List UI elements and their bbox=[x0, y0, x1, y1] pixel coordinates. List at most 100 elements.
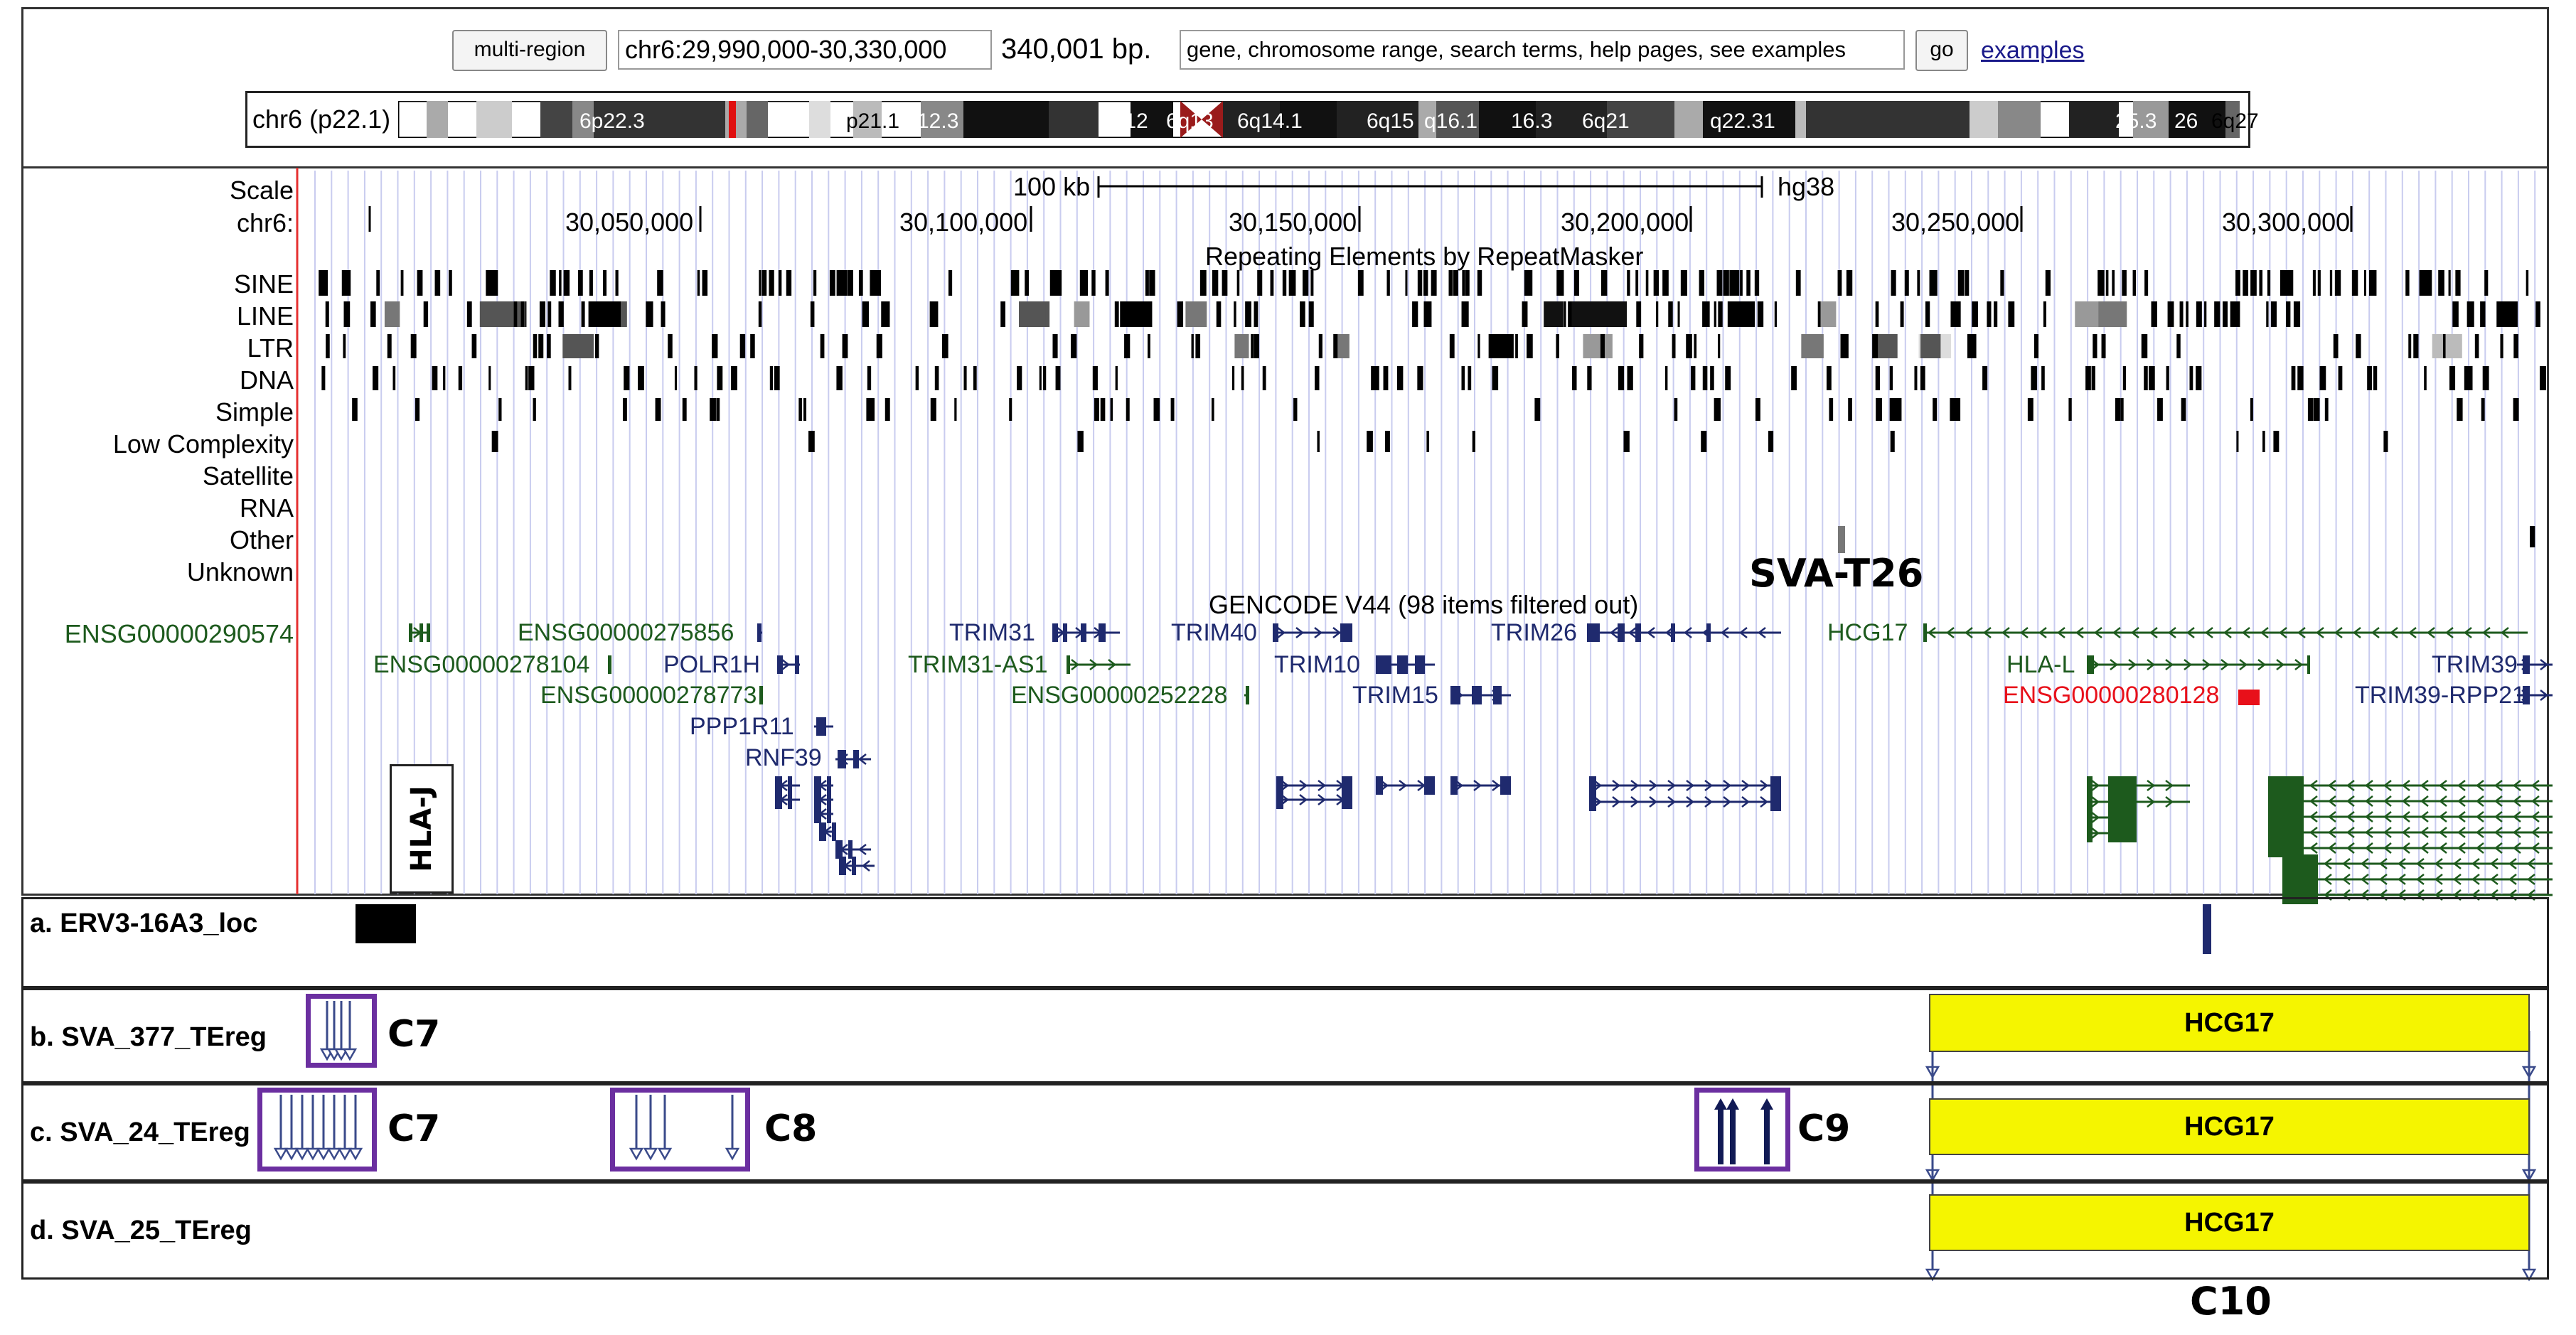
ideogram-bands bbox=[398, 101, 2240, 138]
erv-feature[interactable] bbox=[2203, 904, 2211, 954]
gene-label[interactable]: RNF39 bbox=[745, 744, 822, 771]
exon bbox=[838, 750, 846, 768]
gene-label[interactable]: HCG17 bbox=[1827, 619, 1908, 646]
exon bbox=[2108, 776, 2137, 795]
gene-label[interactable]: TRIM26 bbox=[1491, 619, 1577, 646]
repeat-element bbox=[1725, 366, 1731, 390]
strand-arrow bbox=[2297, 627, 2306, 638]
custom-track-d[interactable] bbox=[21, 1181, 2549, 1280]
repeat-element bbox=[1917, 270, 1920, 296]
repeat-element bbox=[1702, 301, 1709, 327]
cluster-box-c7-c[interactable] bbox=[257, 1088, 377, 1172]
repeat-element bbox=[2068, 398, 2072, 421]
go-button[interactable]: go bbox=[1915, 30, 1968, 71]
gene-label[interactable]: POLR1H bbox=[663, 651, 761, 678]
strand-arrow bbox=[2167, 627, 2176, 638]
cluster-box-c8[interactable] bbox=[610, 1088, 750, 1172]
exon bbox=[1587, 623, 1600, 642]
repeat-element bbox=[2425, 270, 2432, 296]
track-image[interactable] bbox=[21, 166, 2549, 896]
custom-track-a[interactable] bbox=[21, 897, 2549, 988]
repeat-element bbox=[1191, 334, 1194, 358]
repeat-element bbox=[1049, 270, 1056, 296]
repeat-element bbox=[1933, 398, 1938, 421]
gene-label[interactable]: TRIM39-RPP21 bbox=[2355, 682, 2526, 709]
strand-arrow bbox=[2323, 858, 2332, 869]
gene-label[interactable]: TRIM15 bbox=[1352, 682, 1438, 709]
band-label: 6q12 bbox=[1101, 109, 1148, 133]
strand-arrow bbox=[2341, 874, 2351, 885]
gene-label[interactable]: TRIM31 bbox=[949, 619, 1035, 646]
repeat-element bbox=[1904, 270, 1909, 296]
erv-feature[interactable] bbox=[356, 904, 416, 943]
repeat-element bbox=[1124, 334, 1131, 358]
exon bbox=[1493, 686, 1502, 704]
repeat-element bbox=[2474, 334, 2479, 358]
hcg17-region[interactable]: HCG17 bbox=[1929, 1098, 2530, 1155]
strand-arrow bbox=[2091, 812, 2100, 823]
strand-arrow bbox=[2091, 780, 2100, 791]
gene-label[interactable]: ENSG00000278104 bbox=[373, 651, 590, 678]
exon bbox=[1706, 623, 1711, 642]
gene-label[interactable]: HLA-L bbox=[2006, 651, 2075, 678]
gene-label[interactable]: TRIM40 bbox=[1171, 619, 1257, 646]
multi-region-button[interactable]: multi-region bbox=[452, 30, 607, 71]
exon bbox=[1063, 623, 1067, 642]
gene-label[interactable]: ENSG00000252228 bbox=[1011, 682, 1228, 709]
cluster-box-c7-b[interactable] bbox=[306, 994, 377, 1068]
strand-arrow bbox=[1683, 627, 1692, 638]
repeat-element bbox=[2045, 270, 2051, 296]
strand-arrow bbox=[2420, 827, 2429, 838]
exon bbox=[2087, 793, 2093, 811]
position-field[interactable]: chr6:29,990,000-30,330,000 bbox=[618, 30, 992, 70]
search-input[interactable]: gene, chromosome range, search terms, he… bbox=[1180, 30, 1905, 70]
gene-label[interactable]: PPP1R11 bbox=[690, 713, 794, 740]
repeat-element bbox=[2243, 270, 2249, 296]
repeat-element bbox=[774, 366, 780, 390]
exon bbox=[1342, 776, 1352, 795]
strand-arrow bbox=[2508, 874, 2517, 885]
repeat-element bbox=[866, 398, 872, 421]
strand-arrow bbox=[2327, 842, 2336, 854]
strand-arrow bbox=[2426, 627, 2435, 638]
exon bbox=[848, 840, 853, 859]
strand-arrow bbox=[2457, 811, 2466, 822]
gene-label[interactable]: ENSG00000278773 bbox=[540, 682, 757, 709]
repeat-element bbox=[1702, 366, 1708, 390]
track-label-b: b. SVA_377_TEreg bbox=[30, 1022, 267, 1052]
strand-arrow bbox=[2202, 659, 2211, 670]
strand-arrow bbox=[2397, 874, 2406, 885]
gene-label[interactable]: TRIM39 bbox=[2432, 651, 2518, 678]
examples-link[interactable]: examples bbox=[1981, 37, 2085, 64]
repeat-element bbox=[1636, 301, 1642, 327]
repeat-element bbox=[2120, 398, 2124, 421]
gene-label[interactable]: ENSG00000275856 bbox=[518, 619, 734, 646]
exon bbox=[827, 805, 831, 823]
repeat-element bbox=[325, 301, 329, 327]
custom-track-c[interactable] bbox=[21, 1083, 2549, 1181]
strand-arrow bbox=[1089, 659, 1099, 670]
hcg17-region[interactable]: HCG17 bbox=[1929, 994, 2530, 1052]
cluster-label-c10: C10 bbox=[2190, 1279, 2272, 1324]
gene-label[interactable]: ENSG00000280128 bbox=[2003, 682, 2220, 709]
gene-label[interactable]: TRIM31-AS1 bbox=[908, 651, 1048, 678]
repeat-element bbox=[1653, 270, 1660, 296]
cluster-box-c9[interactable] bbox=[1694, 1088, 1790, 1172]
repeat-element bbox=[1052, 270, 1057, 296]
strand-arrow bbox=[2220, 659, 2230, 670]
sva-arrow-head bbox=[305, 1147, 321, 1161]
repeat-element bbox=[1009, 398, 1012, 421]
repeat-element bbox=[1463, 301, 1469, 327]
repeat-element bbox=[1333, 334, 1338, 358]
custom-track-b[interactable] bbox=[21, 988, 2549, 1083]
gene-label[interactable]: TRIM10 bbox=[1274, 651, 1360, 678]
repeat-element bbox=[2297, 366, 2304, 390]
repeat-element bbox=[432, 366, 438, 390]
strand-arrow bbox=[2364, 780, 2373, 791]
strand-arrow bbox=[1704, 780, 1714, 791]
repeat-element bbox=[1522, 301, 1528, 327]
repeat-element bbox=[1300, 301, 1305, 327]
repeat-element bbox=[1405, 270, 1408, 296]
hcg17-region[interactable]: HCG17 bbox=[1929, 1194, 2530, 1251]
repeat-element bbox=[1701, 431, 1707, 452]
